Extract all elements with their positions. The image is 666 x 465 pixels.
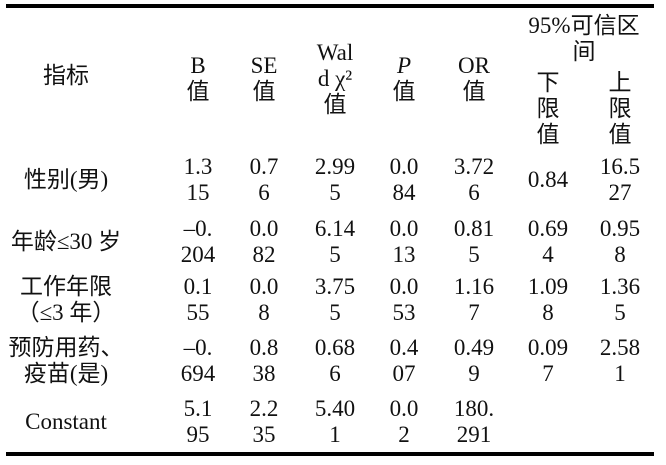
cell-ci-upper: 1.36 5 <box>599 274 641 325</box>
cell-p: 0.0 13 <box>389 216 419 267</box>
cell-wald: 5.40 1 <box>314 396 356 447</box>
header-wald-chi2: Wal d χ² 值 <box>316 40 354 117</box>
header-ci-upper: 上限值 <box>608 70 632 147</box>
cell-p: 0.0 84 <box>389 154 419 205</box>
row-label: Constant <box>25 409 107 434</box>
cell-wald: 2.99 5 <box>314 154 356 205</box>
cell-se: 0.8 38 <box>249 335 279 386</box>
cell-se: 2.2 35 <box>249 396 279 447</box>
cell-se: 0.0 82 <box>249 216 279 267</box>
header-indicator: 指标 <box>43 63 89 88</box>
header-or-value: OR 值 <box>458 53 490 104</box>
cell-ci-lower: 0.69 4 <box>527 216 569 267</box>
cell-ci-upper: 16.5 27 <box>599 154 641 205</box>
row-label: 性别(男) <box>23 167 109 192</box>
cell-or: 180. 291 <box>453 396 495 447</box>
cell-b: –0. 204 <box>180 216 216 267</box>
cell-or: 3.72 6 <box>453 154 495 205</box>
header-se-value: SE 值 <box>250 53 278 104</box>
cell-or: 0.49 9 <box>453 335 495 386</box>
cell-p: 0.4 07 <box>389 335 419 386</box>
cell-ci-upper: 0.95 8 <box>599 216 641 267</box>
cell-ci-lower: 0.84 <box>527 167 569 192</box>
header-ci-lower: 下限值 <box>536 70 560 147</box>
cell-or: 0.81 5 <box>453 216 495 267</box>
cell-wald: 6.14 5 <box>314 216 356 267</box>
header-ci-95: 95%可信区间 <box>528 13 640 64</box>
cell-se: 0.0 8 <box>249 274 279 325</box>
cell-p: 0.0 2 <box>389 396 419 447</box>
cell-ci-upper: 2.58 1 <box>599 335 641 386</box>
cell-ci-lower: 1.09 8 <box>527 274 569 325</box>
top-rule <box>6 4 654 8</box>
cell-p: 0.0 53 <box>389 274 419 325</box>
bottom-rule <box>6 452 654 456</box>
cell-ci-lower: 0.09 7 <box>527 335 569 386</box>
cell-wald: 0.68 6 <box>314 335 356 386</box>
cell-b: 1.3 15 <box>183 154 213 205</box>
row-label: 年龄≤30 岁 <box>10 229 122 254</box>
row-label: 预防用药、 疫苗(是) <box>8 335 124 386</box>
cell-b: 5.1 95 <box>183 396 213 447</box>
cell-b: 0.1 55 <box>183 274 213 325</box>
cell-se: 0.7 6 <box>249 154 279 205</box>
cell-wald: 3.75 5 <box>314 274 356 325</box>
cell-b: –0. 694 <box>180 335 216 386</box>
row-label: 工作年限 （≤3 年） <box>16 274 116 325</box>
cell-or: 1.16 7 <box>453 274 495 325</box>
